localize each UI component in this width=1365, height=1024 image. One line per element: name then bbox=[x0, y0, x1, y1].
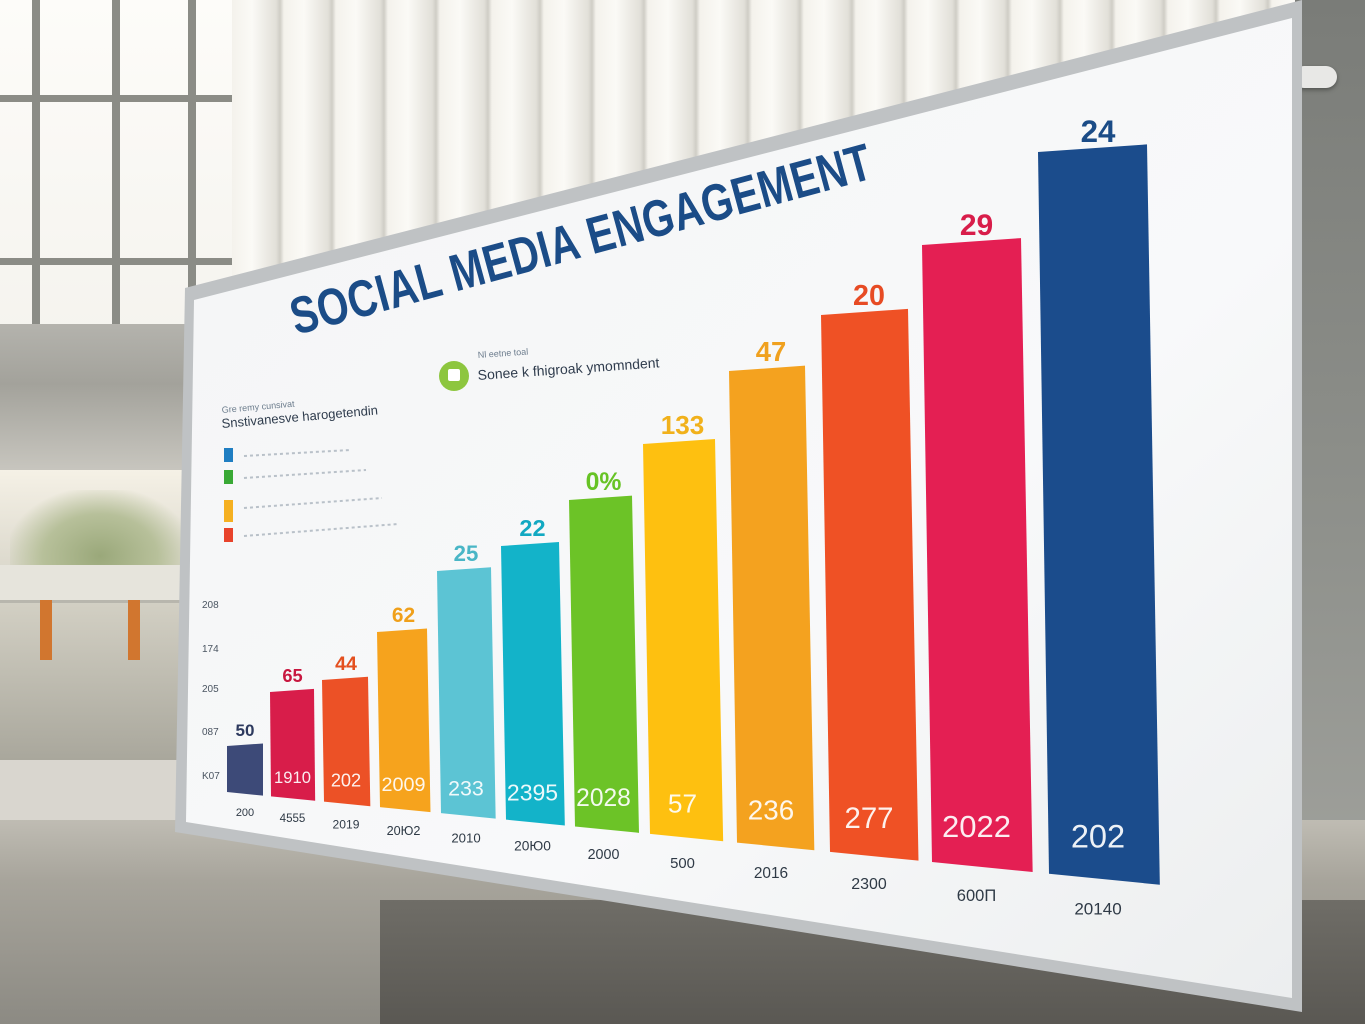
bar-inner-label: 1910 bbox=[274, 768, 311, 787]
bar-value-label: 50 bbox=[236, 721, 255, 740]
bar bbox=[270, 688, 316, 801]
bar-value-label: 65 bbox=[282, 665, 302, 686]
x-tick-label: 4555 bbox=[280, 813, 306, 825]
window-transom bbox=[0, 258, 240, 265]
bar bbox=[437, 567, 496, 819]
ceiling-overhang bbox=[0, 324, 200, 474]
legend-entry-text bbox=[243, 523, 399, 537]
bar-series: 50 200 65 1910 4555 44 202 2019 62 2009 20Ю2 25 233 2… bbox=[227, 114, 1160, 918]
bar-inner-label: 277 bbox=[844, 802, 893, 835]
bar-inner-label: 202 bbox=[1071, 818, 1125, 855]
x-tick-label: 600П bbox=[957, 887, 996, 905]
bar-value-label: 62 bbox=[392, 604, 415, 627]
bar-inner-label: 57 bbox=[668, 788, 697, 818]
y-tick-label: 174 bbox=[202, 644, 219, 655]
x-tick-label: 2300 bbox=[851, 876, 887, 893]
bar-inner-label: 2395 bbox=[507, 780, 558, 806]
legend-swatch bbox=[224, 528, 233, 542]
bar-inner-label: 2028 bbox=[576, 785, 631, 812]
bar bbox=[569, 495, 639, 833]
y-tick-label: 087 bbox=[202, 727, 219, 738]
bar bbox=[922, 238, 1033, 873]
bar-inner-label: 2009 bbox=[381, 774, 425, 796]
bar-inner-label: 236 bbox=[748, 795, 794, 826]
bar-value-label: 24 bbox=[1081, 114, 1116, 149]
bar-inner-label: 233 bbox=[448, 776, 484, 800]
y-tick-label: 208 bbox=[202, 600, 219, 611]
x-tick-label: 2010 bbox=[451, 831, 480, 846]
legend-entry-text bbox=[243, 497, 383, 509]
y-tick-label: 205 bbox=[202, 684, 219, 695]
bar-value-label: 25 bbox=[454, 541, 479, 566]
legend-center-heading: Nl eetne toal bbox=[477, 346, 528, 360]
window-mullion bbox=[112, 0, 120, 500]
window-transom bbox=[0, 95, 240, 102]
bar bbox=[322, 676, 371, 807]
bar-inner-label: 202 bbox=[331, 771, 361, 791]
x-tick-label: 2016 bbox=[754, 865, 788, 882]
bar-inner-label: 2022 bbox=[942, 809, 1011, 844]
bar-value-label: 22 bbox=[519, 515, 545, 541]
pillar bbox=[128, 600, 140, 660]
bar bbox=[729, 365, 815, 851]
x-tick-label: 20Ю0 bbox=[514, 839, 551, 854]
bar bbox=[501, 541, 565, 826]
x-tick-label: 2000 bbox=[588, 847, 620, 863]
pillar bbox=[40, 600, 52, 660]
bar-value-label: 133 bbox=[661, 410, 705, 440]
bar bbox=[377, 628, 431, 813]
x-tick-label: 500 bbox=[670, 856, 695, 872]
balcony bbox=[0, 565, 195, 603]
legend-swatch bbox=[224, 500, 233, 522]
bar bbox=[227, 743, 263, 796]
bar bbox=[821, 308, 919, 861]
x-tick-label: 20140 bbox=[1074, 899, 1121, 918]
bar-value-label: 47 bbox=[756, 336, 786, 367]
legend-swatch bbox=[224, 470, 233, 484]
outdoor-view bbox=[0, 470, 195, 760]
security-camera-icon bbox=[1293, 66, 1337, 88]
bar-value-label: 20 bbox=[853, 280, 885, 312]
y-tick-label: K07 bbox=[202, 771, 220, 782]
legend-swatches bbox=[224, 448, 399, 542]
window-mullion bbox=[188, 0, 196, 500]
x-tick-label: 20Ю2 bbox=[387, 824, 421, 838]
bar bbox=[643, 438, 724, 842]
bar-value-label: 44 bbox=[335, 653, 357, 675]
x-tick-label: 2019 bbox=[333, 817, 360, 831]
legend-entry-text bbox=[243, 469, 367, 479]
x-tick-label: 200 bbox=[236, 807, 254, 819]
window-mullion bbox=[32, 0, 40, 500]
bar-value-label: 29 bbox=[960, 209, 993, 242]
chart-icon bbox=[448, 369, 460, 381]
bar bbox=[1038, 144, 1160, 885]
bar-value-label: 0% bbox=[586, 469, 622, 496]
legend-swatch bbox=[224, 448, 233, 462]
y-axis-ticks: 208 174 205 087 K07 bbox=[202, 600, 220, 782]
